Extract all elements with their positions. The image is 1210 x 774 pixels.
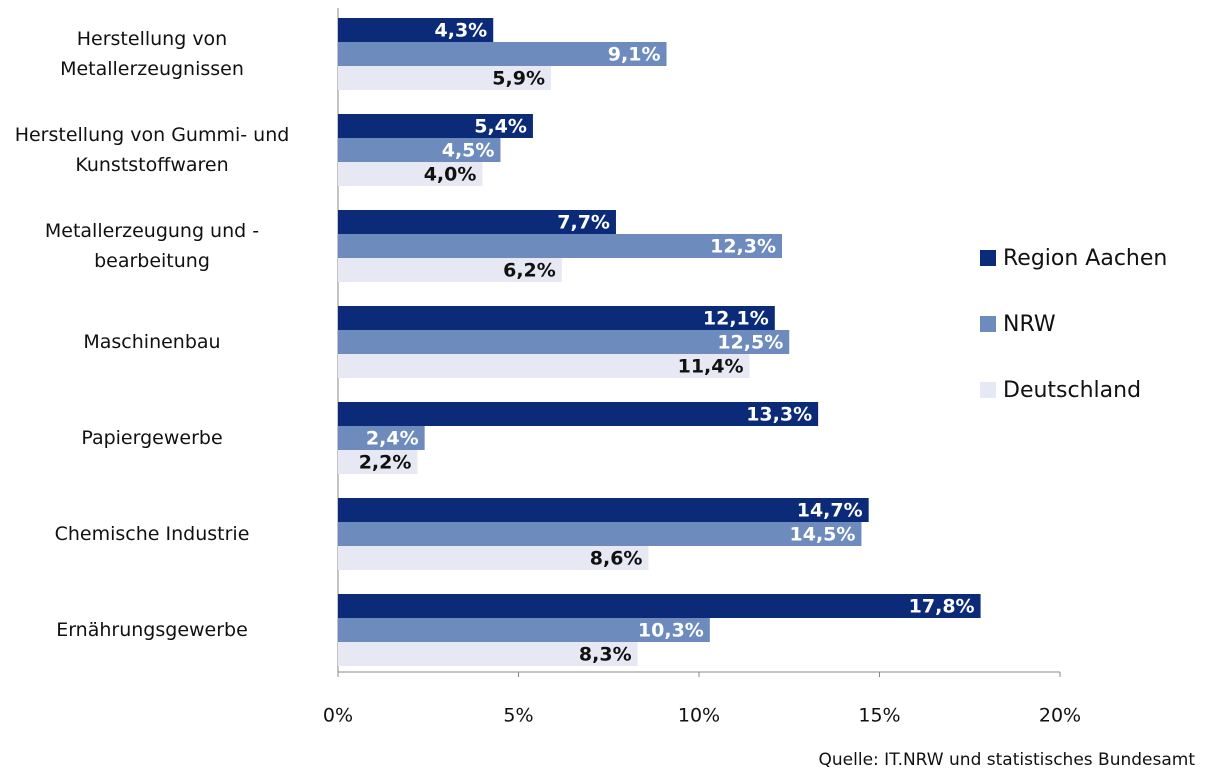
value-label: 4,5% <box>442 140 495 162</box>
bar <box>338 210 616 234</box>
value-label: 14,7% <box>797 500 863 522</box>
value-label: 2,4% <box>366 428 419 450</box>
category-label: Chemische Industrie <box>54 523 250 545</box>
x-tick-label: 10% <box>678 705 720 727</box>
bar <box>338 138 501 162</box>
value-label: 6,2% <box>503 260 556 282</box>
x-tick-label: 20% <box>1039 705 1081 727</box>
value-label: 11,4% <box>678 356 744 378</box>
value-label: 12,5% <box>717 332 783 354</box>
bar <box>338 306 775 330</box>
bar <box>338 594 981 618</box>
category-label: Herstellung von Gummi- und Kunststoffwar… <box>14 124 290 176</box>
bar <box>338 546 649 570</box>
value-label: 4,3% <box>435 20 488 42</box>
bar <box>338 42 667 66</box>
bar <box>338 642 638 666</box>
bar <box>338 66 551 90</box>
bar <box>338 114 533 138</box>
bar <box>338 258 562 282</box>
value-label: 10,3% <box>638 620 704 642</box>
bar <box>338 426 425 450</box>
x-tick-label: 5% <box>503 705 533 727</box>
value-label: 14,5% <box>790 524 856 546</box>
bar <box>338 330 790 354</box>
bar <box>338 18 494 42</box>
value-label: 12,1% <box>703 308 769 330</box>
bar <box>338 618 710 642</box>
category-label: Ernährungsgewerbe <box>56 619 248 641</box>
value-label: 13,3% <box>746 404 812 426</box>
bar <box>338 522 862 546</box>
legend-label: Deutschland <box>1003 378 1141 403</box>
value-label: 7,7% <box>557 212 610 234</box>
bar <box>338 498 869 522</box>
bar <box>338 234 783 258</box>
value-label: 2,2% <box>359 452 412 474</box>
category-label: Herstellung von Metallerzeugnissen <box>60 28 244 80</box>
legend-swatch <box>980 316 996 332</box>
bar <box>338 402 819 426</box>
bar <box>338 162 483 186</box>
value-label: 5,9% <box>492 68 545 90</box>
value-label: 5,4% <box>474 116 527 138</box>
legend-label: NRW <box>1003 312 1056 337</box>
value-label: 8,6% <box>590 548 643 570</box>
legend-swatch <box>980 382 996 398</box>
value-label: 4,0% <box>424 164 477 186</box>
value-label: 17,8% <box>909 596 975 618</box>
legend-swatch <box>980 250 996 266</box>
value-label: 8,3% <box>579 644 632 666</box>
category-label: Metallerzeugung und - bearbeitung <box>44 220 260 272</box>
x-tick-label: 0% <box>323 705 353 727</box>
x-tick-label: 15% <box>858 705 900 727</box>
legend-label: Region Aachen <box>1003 246 1167 271</box>
value-label: 9,1% <box>608 44 661 66</box>
category-label: Papiergewerbe <box>81 427 223 449</box>
category-label: Maschinenbau <box>83 331 221 353</box>
value-label: 12,3% <box>710 236 776 258</box>
bar <box>338 450 418 474</box>
source: Quelle: IT.NRW und statistisches Bundesa… <box>819 750 1196 770</box>
bar <box>338 354 750 378</box>
